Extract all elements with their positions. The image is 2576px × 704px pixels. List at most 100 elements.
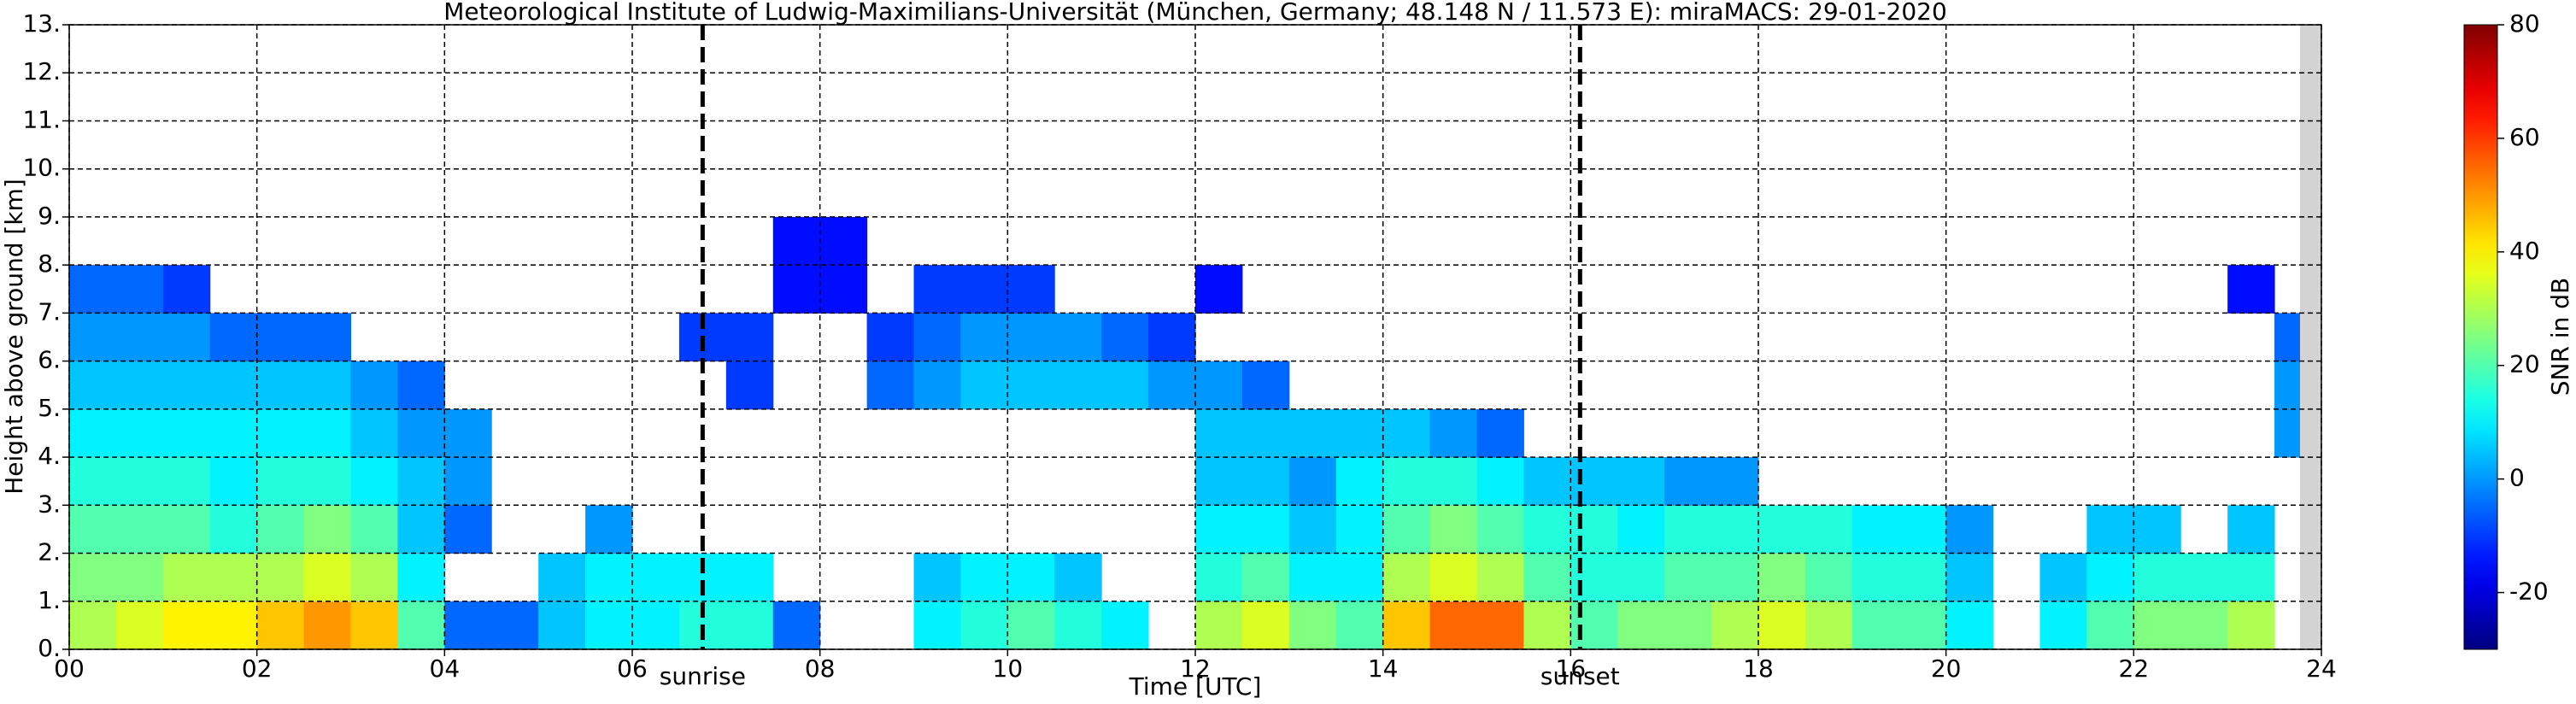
heatmap-cell (491, 601, 539, 650)
x-tick-label: 16 (1556, 654, 1587, 683)
heatmap-cell (1241, 553, 1290, 602)
heatmap-cell (585, 601, 633, 650)
x-tick-label: 20 (1931, 654, 1962, 683)
x-tick-label: 24 (2306, 654, 2337, 683)
heatmap-cell (115, 265, 164, 314)
heatmap-cell (256, 553, 305, 602)
heatmap-cell (1758, 505, 1806, 554)
heatmap-cell (2227, 601, 2275, 650)
heatmap-cell (256, 408, 305, 458)
heatmap-cell (1476, 553, 1524, 602)
heatmap-cell (303, 601, 351, 650)
y-tick-label: 13. (22, 9, 61, 38)
heatmap-cell (1898, 553, 1947, 602)
heatmap-cell (209, 505, 258, 554)
heatmap-cell (303, 457, 351, 506)
heatmap-cell (1851, 601, 1900, 650)
y-tick-label: 9. (38, 202, 61, 230)
heatmap-cell (1523, 505, 1571, 554)
heatmap-cell (1195, 361, 1243, 410)
colorbar (2463, 24, 2498, 650)
heatmap-cell (444, 408, 492, 458)
heatmap-cell (1617, 505, 1665, 554)
heatmap-cell (69, 313, 117, 362)
heatmap-cell (2227, 505, 2275, 554)
heatmap-cell (69, 601, 117, 650)
heatmap-cell (1429, 601, 1477, 650)
heatmap-cell (585, 553, 633, 602)
heatmap-cell (397, 457, 445, 506)
heatmap-cell (397, 505, 445, 554)
heatmap-cell (397, 553, 445, 602)
heatmap-cell (960, 313, 1008, 362)
heatmap-cell (819, 216, 868, 266)
y-tick-label: 7. (38, 297, 61, 326)
heatmap-cell (1195, 505, 1243, 554)
heatmap-cell (303, 505, 351, 554)
y-tick-label: 8. (38, 249, 61, 278)
heatmap-cell (1617, 553, 1665, 602)
heatmap-cell (209, 361, 258, 410)
y-tick-label: 4. (38, 442, 61, 470)
y-tick-label: 10. (22, 154, 61, 182)
heatmap-cell (1945, 601, 1994, 650)
heatmap-cell (209, 601, 258, 650)
heatmap-cell (1382, 505, 1431, 554)
x-tick-label: 22 (2119, 654, 2150, 683)
heatmap-cell (1007, 313, 1055, 362)
x-tick-label: 06 (617, 654, 648, 683)
heatmap-cell (1101, 361, 1149, 410)
heatmap-cell (303, 361, 351, 410)
heatmap-cell (1195, 601, 1243, 650)
heatmap-cell (162, 408, 211, 458)
heatmap-cell (1054, 553, 1102, 602)
heatmap-cell (1429, 457, 1477, 506)
colorbar-tick-label: -20 (2509, 578, 2549, 606)
colorbar-tick-label: 40 (2509, 237, 2540, 265)
heatmap-cell (1429, 553, 1477, 602)
heatmap-cell (209, 457, 258, 506)
heatmap-cell (1617, 457, 1665, 506)
colorbar-tick-label: 20 (2509, 350, 2540, 378)
x-tick-label: 08 (805, 654, 836, 683)
heatmap-cell (1476, 408, 1524, 458)
colorbar-tick-label: 60 (2509, 123, 2540, 151)
heatmap-cell (1570, 601, 1618, 650)
heatmap-cell (350, 601, 398, 650)
annotation-label: sunset (1540, 662, 1620, 690)
heatmap-cell (256, 505, 305, 554)
heatmap-cell (444, 505, 492, 554)
x-tick-label: 02 (242, 654, 273, 683)
heatmap-cell (1007, 265, 1055, 314)
heatmap-cell (1758, 601, 1806, 650)
heatmap-cell (1851, 505, 1900, 554)
heatmap-cell (1288, 553, 1337, 602)
heatmap-cell (1804, 505, 1853, 554)
heatmap-cell (303, 553, 351, 602)
heatmap-cell (69, 265, 117, 314)
heatmap-cell (1945, 553, 1994, 602)
x-tick-label: 10 (993, 654, 1024, 683)
heatmap-cell (162, 361, 211, 410)
heatmap-cell (2133, 553, 2181, 602)
y-tick-label: 1. (38, 586, 61, 614)
heatmap-cell (913, 313, 961, 362)
heatmap-cell (725, 313, 774, 362)
heatmap-cell (256, 361, 305, 410)
heatmap-cell (1241, 361, 1290, 410)
colorbar-label: SNR in dB (2546, 278, 2574, 396)
heatmap-cell (162, 601, 211, 650)
heatmap-cell (1429, 408, 1477, 458)
heatmap-cell (1288, 505, 1337, 554)
x-tick-label: 04 (430, 654, 461, 683)
heatmap-cell (2133, 601, 2181, 650)
heatmap-cell (772, 601, 821, 650)
heatmap-cell (350, 408, 398, 458)
heatmap-cell (256, 313, 305, 362)
heatmap-cell (115, 408, 164, 458)
no-data-strip (2300, 25, 2321, 649)
annotation-label: sunrise (660, 662, 746, 690)
heatmap-cell (1335, 408, 1384, 458)
heatmap-cell (538, 601, 586, 650)
heatmap-cell (1523, 553, 1571, 602)
